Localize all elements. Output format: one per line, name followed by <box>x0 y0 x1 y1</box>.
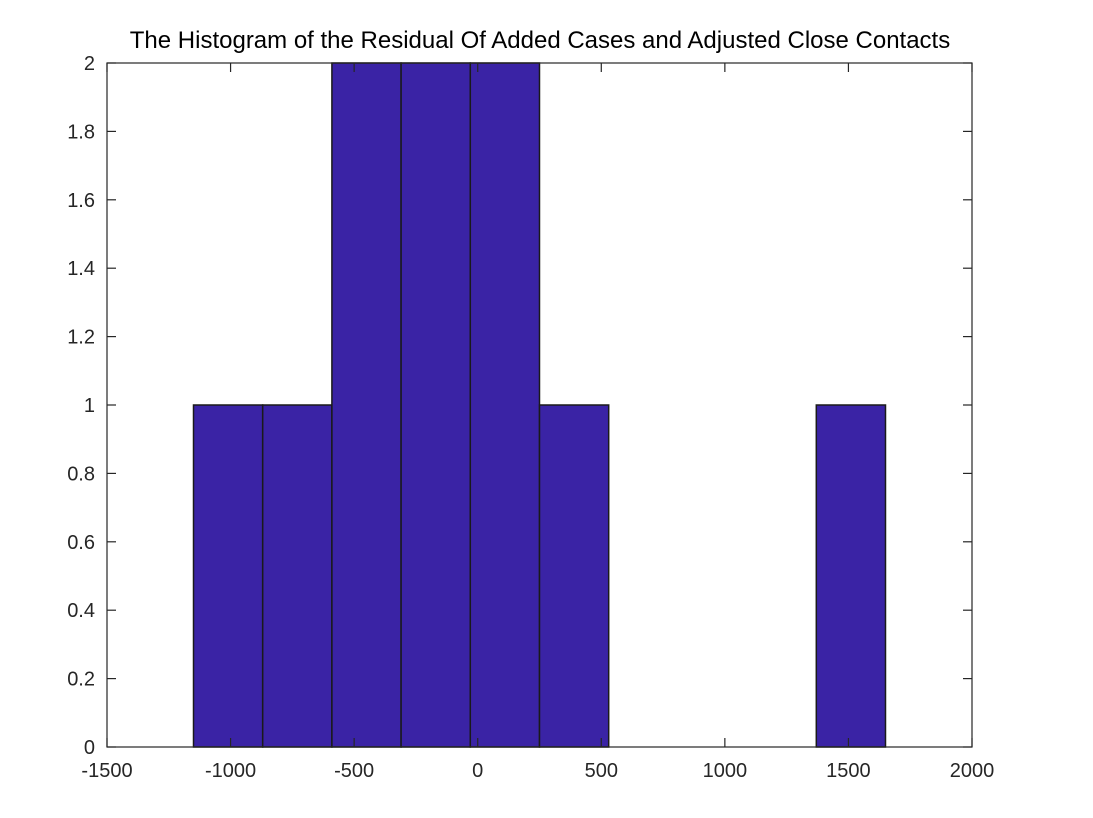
y-tick-label: 1.6 <box>67 190 95 212</box>
chart-title: The Histogram of the Residual Of Added C… <box>130 27 950 54</box>
y-tick-label: 0.4 <box>67 600 95 622</box>
x-tick-label: 0 <box>472 760 483 782</box>
y-tick-label: 1.2 <box>67 327 95 349</box>
x-tick-label: 1500 <box>826 760 871 782</box>
y-tick-label: 0.6 <box>67 532 95 554</box>
y-tick-label: 1.4 <box>67 258 95 280</box>
y-tick-label: 0.2 <box>67 669 95 691</box>
axes-group: -1500 -1000 -500 0 500 1000 1500 2000 0 0.2 0.4 0.6… <box>67 53 994 782</box>
histogram-bar <box>400 62 472 748</box>
x-tick-label: -500 <box>334 760 374 782</box>
histogram-bar <box>469 62 541 748</box>
x-tick-label: 500 <box>585 760 618 782</box>
histogram-bar <box>192 404 264 748</box>
y-tick-label: 0.8 <box>67 463 95 485</box>
histogram-bar <box>261 404 333 748</box>
x-tick-label: -1000 <box>205 760 256 782</box>
y-tick-label: 1 <box>84 395 95 417</box>
x-tick-label: 2000 <box>950 760 995 782</box>
histogram-bar <box>331 62 402 748</box>
y-tick-label: 0 <box>84 737 95 759</box>
y-tick-label: 2 <box>84 53 95 75</box>
histogram-bar <box>815 404 887 748</box>
x-tick-label: -1500 <box>81 760 132 782</box>
histogram-bar <box>538 404 610 748</box>
bars-group <box>192 62 887 748</box>
y-tick-label: 1.8 <box>67 121 95 143</box>
x-tick-label: 1000 <box>703 760 748 782</box>
